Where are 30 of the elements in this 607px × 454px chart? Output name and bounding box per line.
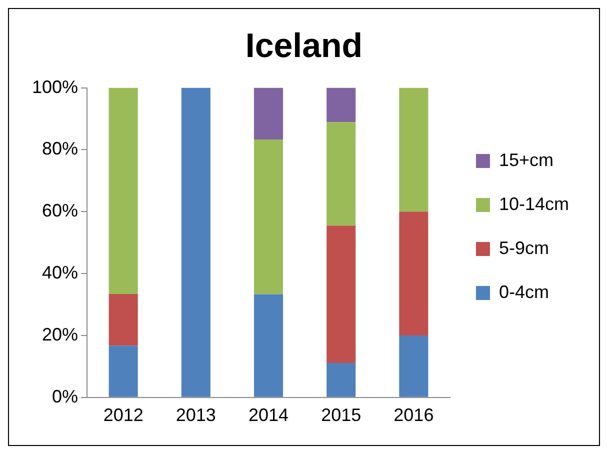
bar: [326, 363, 356, 397]
bar: [254, 294, 284, 397]
legend-label: 15+cm: [498, 150, 554, 170]
bar: [326, 88, 356, 122]
legend-label: 0-4cm: [498, 282, 549, 302]
legend-label: 5-9cm: [498, 238, 549, 258]
y-tick-label: 80%: [42, 138, 78, 159]
y-tick-label: 100%: [32, 76, 78, 97]
bar: [326, 226, 356, 364]
x-tick-label: 2014: [248, 405, 289, 426]
y-tick-label: 60%: [42, 200, 78, 221]
x-tick-label: 2016: [394, 405, 434, 426]
y-tick-label: 0%: [52, 386, 78, 406]
bar: [399, 88, 428, 212]
y-tick-label: 20%: [42, 324, 78, 344]
bar: [254, 88, 284, 140]
bar: [181, 88, 210, 397]
bar: [108, 346, 138, 397]
bar: [326, 122, 356, 226]
bar: [399, 335, 428, 397]
bar: [108, 294, 138, 346]
bar: [399, 212, 428, 336]
x-tick-label: 2012: [103, 405, 144, 426]
chart-title: Iceland: [245, 26, 363, 65]
x-tick-label: 2013: [176, 405, 216, 426]
bar: [254, 140, 284, 294]
bar: [108, 88, 138, 294]
x-tick-label: 2015: [321, 405, 362, 426]
y-tick-label: 40%: [42, 262, 78, 283]
legend-label: 10-14cm: [498, 194, 569, 214]
